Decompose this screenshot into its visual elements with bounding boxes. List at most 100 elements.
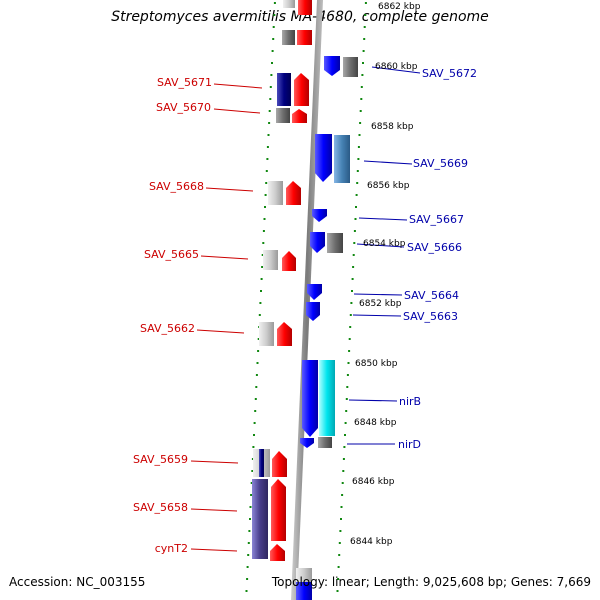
gene-sav5665-red — [282, 251, 296, 271]
gene-sav5670-gray — [276, 108, 290, 123]
minor-tick — [246, 578, 249, 580]
accession-text: Accession: NC_003155 — [9, 575, 146, 589]
topology-summary: Topology: linear; Length: 9,025,608 bp; … — [271, 575, 591, 589]
minor-tick — [264, 206, 266, 208]
gene-sav5666-gray — [327, 233, 343, 253]
reverse-strand-genes — [252, 0, 312, 561]
minor-tick — [353, 242, 356, 244]
minor-tick — [257, 350, 260, 352]
scale-ticks — [245, 2, 367, 592]
scale-label: 6858 kbp — [371, 122, 414, 132]
minor-tick — [359, 110, 362, 112]
minor-tick — [254, 398, 257, 400]
gene-label-left: SAV_5662 — [140, 322, 195, 335]
minor-tick — [363, 26, 366, 28]
minor-tick — [247, 554, 250, 556]
minor-tick — [352, 266, 355, 268]
gene-label-left: SAV_5671 — [157, 76, 212, 89]
minor-tick — [249, 506, 252, 508]
scale-label: 6848 kbp — [354, 418, 397, 428]
leader-sav5667 — [358, 217, 408, 221]
leader-sav5672 — [371, 66, 421, 74]
gene-nirD-blue — [300, 438, 314, 448]
minor-tick — [266, 158, 269, 160]
minor-tick — [338, 554, 341, 556]
minor-tick — [245, 590, 248, 592]
minor-tick — [357, 158, 360, 160]
minor-tick — [271, 50, 274, 52]
minor-tick — [251, 458, 254, 460]
minor-tick — [273, 2, 276, 4]
minor-tick — [253, 434, 255, 436]
gene-nirB-blue — [302, 360, 318, 437]
gene-sav5672-blue — [324, 56, 340, 76]
minor-tick — [346, 374, 349, 376]
minor-tick — [360, 86, 363, 88]
gene-sav5668-red — [286, 181, 301, 205]
scale-label: 6850 kbp — [355, 359, 398, 369]
minor-tick — [358, 134, 361, 136]
gene-label-left: SAV_5658 — [133, 501, 188, 514]
leader-cynT2 — [190, 548, 238, 552]
minor-tick — [251, 470, 254, 472]
minor-tick — [345, 398, 348, 400]
leader-sav5662 — [196, 329, 245, 334]
gene-label-right: SAV_5667 — [409, 213, 464, 226]
minor-tick — [362, 62, 364, 64]
minor-tick — [253, 422, 256, 424]
gene-sav5662-red — [277, 322, 292, 346]
gene-cynT2-red — [270, 544, 285, 561]
minor-tick — [353, 230, 356, 232]
gene-nirB-cyan — [319, 360, 335, 436]
minor-tick — [261, 266, 264, 268]
minor-tick — [260, 290, 262, 292]
minor-tick — [265, 170, 268, 172]
gene-partial-bottom-blue — [296, 582, 312, 600]
label-leaders — [190, 66, 421, 552]
gene-sav5663-blue — [306, 302, 320, 321]
gene-label-right: SAV_5669 — [413, 157, 468, 170]
gene-top-gray-left — [282, 30, 295, 45]
gene-label-right: SAV_5664 — [404, 289, 459, 302]
leader-sav5666 — [356, 243, 405, 248]
minor-tick — [354, 218, 357, 220]
minor-tick — [345, 410, 348, 412]
leader-sav5668 — [205, 187, 254, 192]
gene-sav5671-navy — [277, 73, 291, 106]
minor-tick — [351, 278, 354, 280]
gene-sav5658-red — [271, 479, 286, 541]
minor-tick — [337, 578, 340, 580]
minor-tick — [344, 422, 347, 424]
minor-tick — [270, 74, 273, 76]
gene-sav5664-blue — [307, 284, 322, 300]
minor-tick — [254, 410, 257, 412]
scale-label: 6852 kbp — [359, 299, 402, 309]
gene-label-left: SAV_5670 — [156, 101, 211, 114]
minor-tick — [348, 338, 351, 340]
leader-sav5669 — [363, 160, 413, 165]
gene-nirD-gray — [318, 437, 332, 448]
minor-tick — [255, 374, 258, 376]
minor-tick — [267, 134, 270, 136]
gene-sav5668-light — [268, 181, 283, 205]
minor-tick — [268, 122, 271, 124]
scale-label: 6846 kbp — [352, 477, 395, 487]
minor-tick — [258, 314, 261, 316]
minor-tick — [247, 542, 250, 544]
minor-tick — [349, 314, 352, 316]
minor-tick — [263, 218, 266, 220]
minor-tick — [357, 146, 360, 148]
minor-tick — [339, 530, 342, 532]
minor-tick — [337, 566, 340, 568]
leader-sav5664 — [353, 293, 403, 296]
gene-label-right: SAV_5672 — [422, 67, 477, 80]
gene-sav5658-slate — [252, 479, 268, 559]
minor-tick — [262, 230, 265, 232]
minor-tick — [255, 386, 258, 388]
scale-label: 6854 kbp — [363, 239, 406, 249]
minor-tick — [359, 122, 362, 124]
leader-sav5663 — [352, 314, 402, 317]
gene-label-left: SAV_5665 — [144, 248, 199, 261]
